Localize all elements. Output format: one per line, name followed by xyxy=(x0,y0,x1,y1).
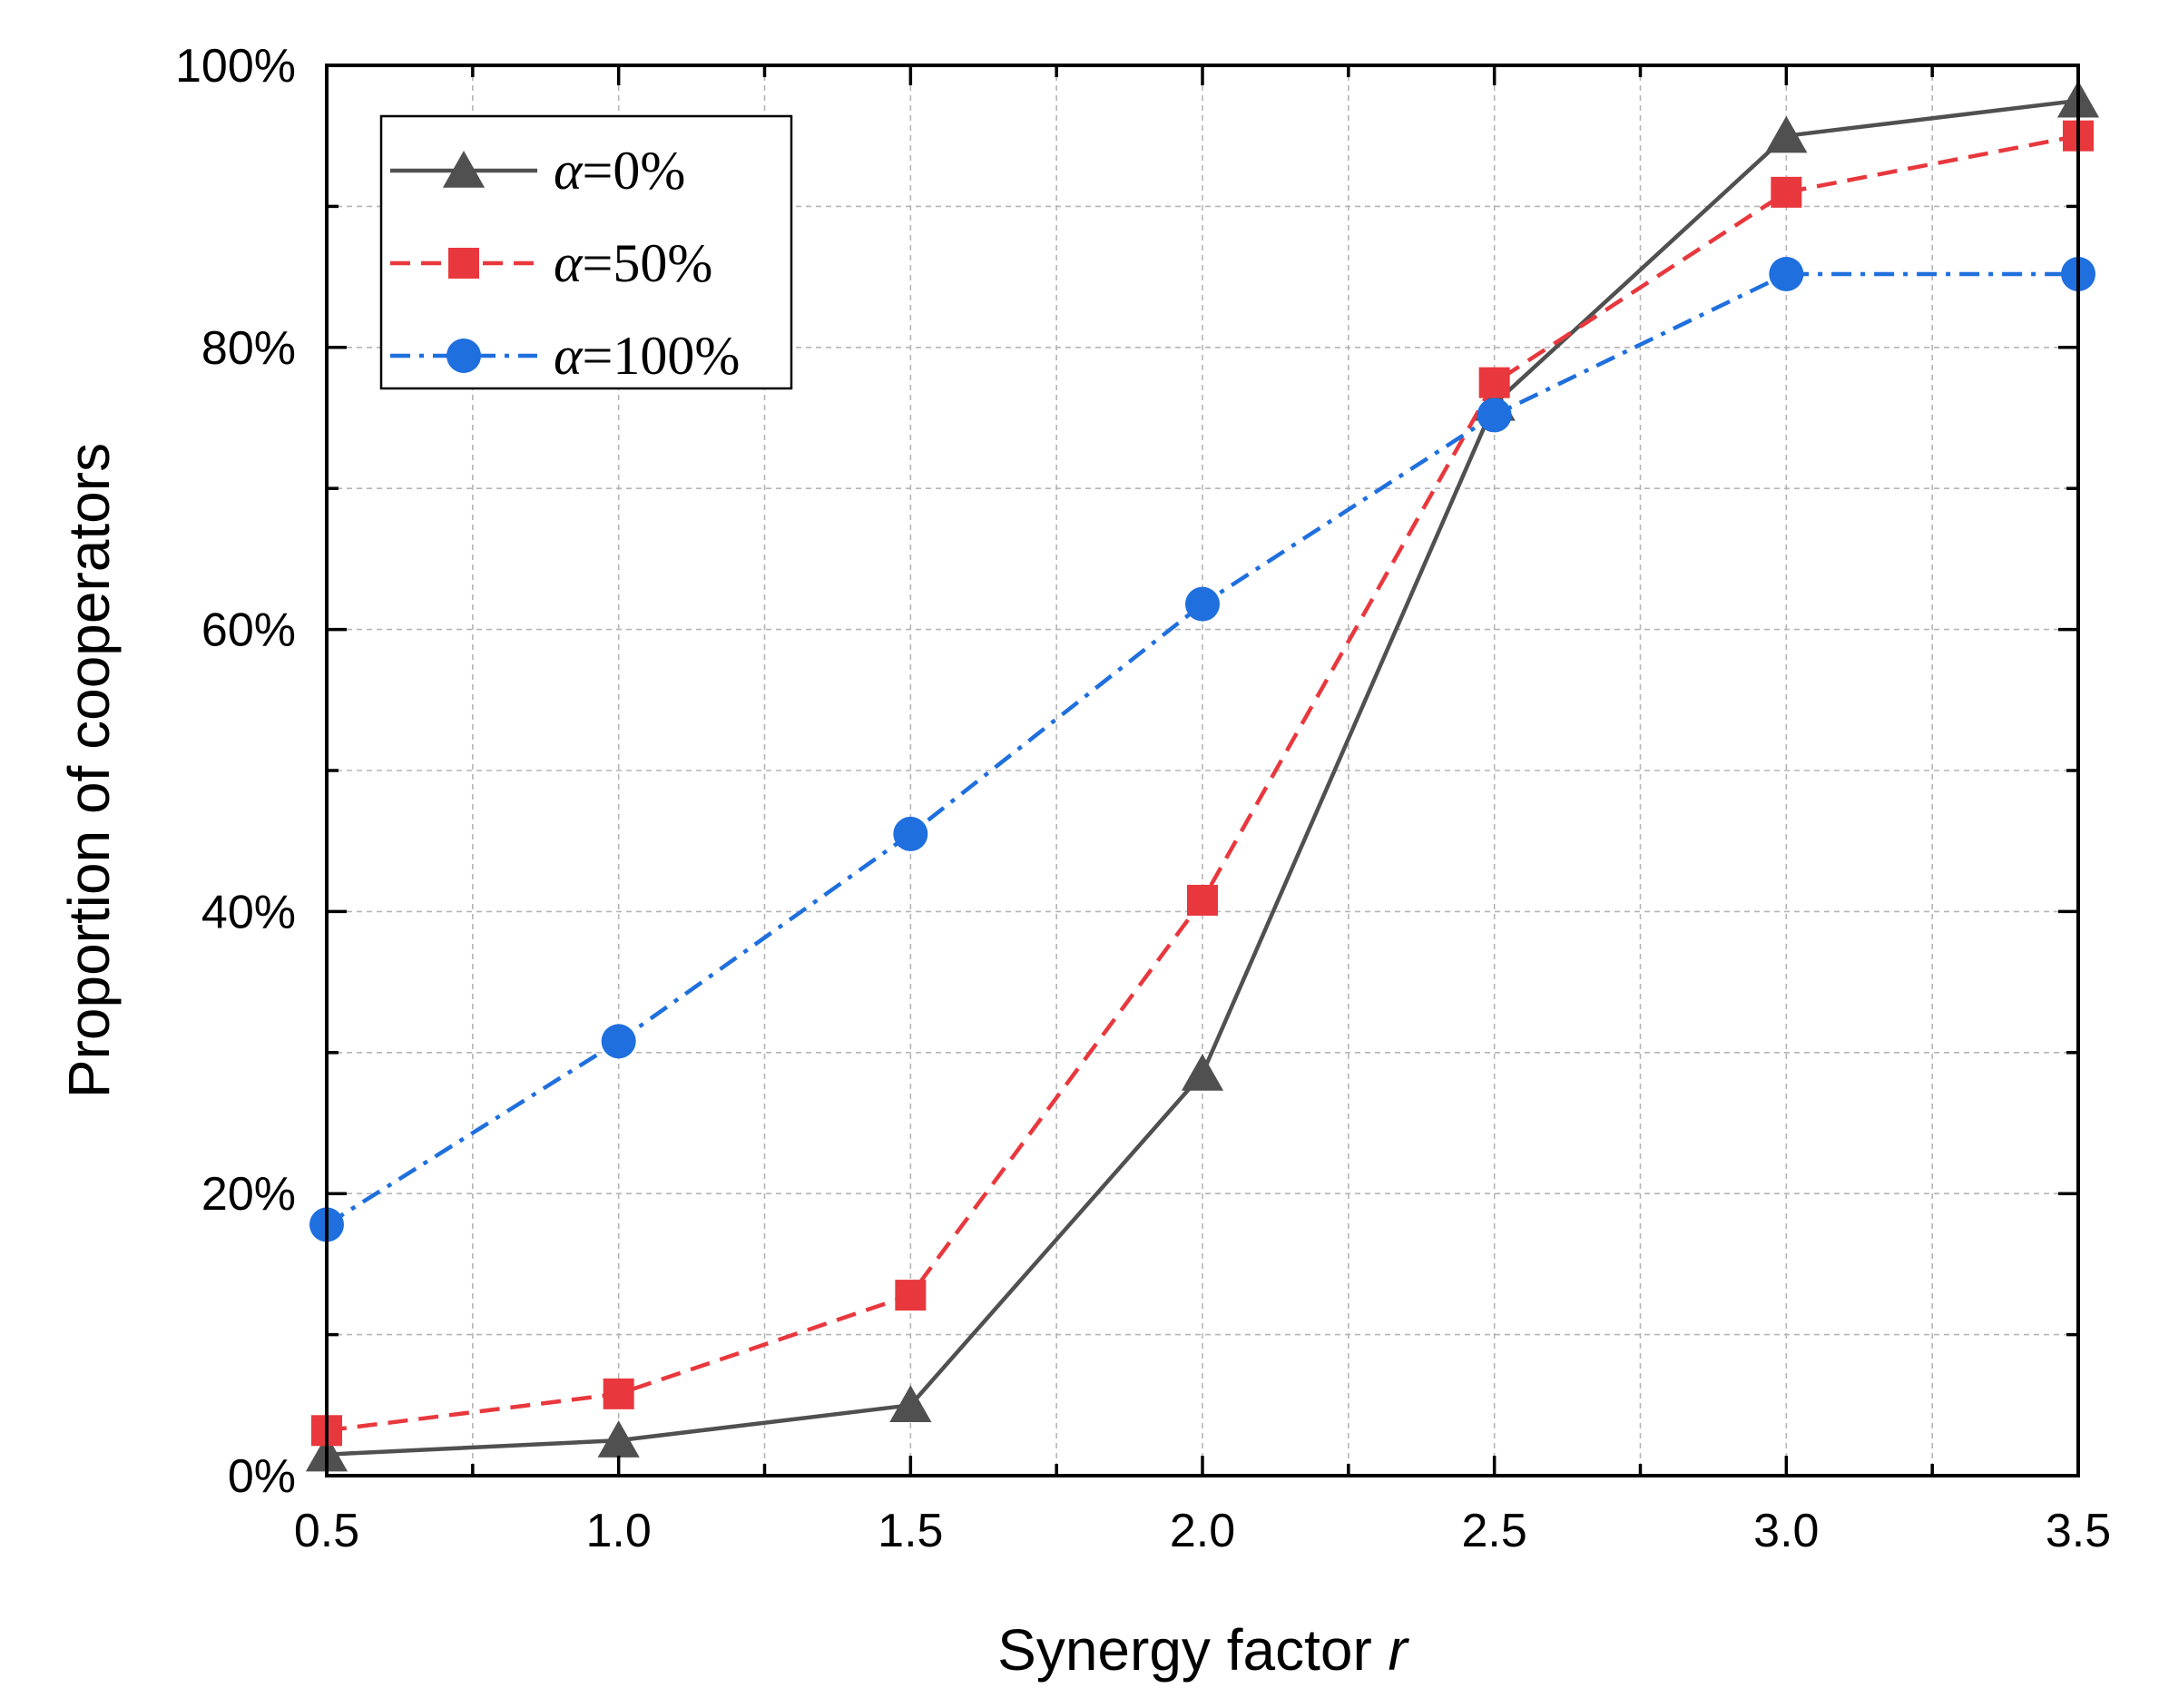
data-point xyxy=(1771,176,1802,208)
legend-label: α=100% xyxy=(554,326,740,386)
series-1 xyxy=(305,80,2100,1472)
data-point xyxy=(889,1385,932,1422)
data-point xyxy=(1181,1054,1224,1091)
data-point xyxy=(1478,367,1510,398)
data-point xyxy=(1477,398,1512,433)
x-tick-label: 3.0 xyxy=(1753,1505,1819,1557)
legend-label: α=0% xyxy=(554,141,685,201)
legend-item: α=0% xyxy=(390,141,685,201)
series-3 xyxy=(309,256,2095,1242)
y-tick-label: 100% xyxy=(175,40,296,93)
data-point xyxy=(1185,586,1220,622)
x-tick-label: 1.0 xyxy=(586,1505,652,1557)
y-tick-label: 40% xyxy=(201,886,296,938)
data-point xyxy=(597,1420,640,1458)
tick-labels: 0.5 1.0 1.5 2.0 2.5 3.0 3.5 0% 20% 40% 60% 80% 100% xyxy=(175,40,2111,1557)
x-axis-title: Synergy factor r xyxy=(997,1617,1409,1683)
y-tick-label: 80% xyxy=(201,322,296,375)
legend-label: α=50% xyxy=(554,233,712,293)
legend-item: α=50% xyxy=(390,233,712,293)
x-tick-label: 0.5 xyxy=(294,1505,359,1557)
legend: α=0% α=50% α=100% xyxy=(379,114,793,390)
data-point xyxy=(1769,256,1804,291)
legend-marker xyxy=(448,248,479,279)
y-tick-label: 0% xyxy=(228,1450,296,1503)
data-point xyxy=(1765,115,1808,153)
x-axis-title-variable: r xyxy=(1389,1617,1410,1683)
y-tick-label: 60% xyxy=(201,604,296,657)
data-point xyxy=(895,1280,927,1311)
y-tick-label: 20% xyxy=(201,1168,296,1221)
y-axis-title: Proportion of cooperators xyxy=(56,443,122,1098)
data-point xyxy=(893,816,928,851)
x-axis-title-text: Synergy factor xyxy=(997,1617,1372,1683)
data-point xyxy=(1187,884,1218,916)
x-tick-label: 3.5 xyxy=(2046,1505,2111,1557)
data-point xyxy=(603,1378,634,1409)
data-point xyxy=(601,1024,636,1059)
x-tick-label: 2.5 xyxy=(1462,1505,1527,1557)
legend-marker xyxy=(442,151,486,188)
legend-marker xyxy=(447,339,481,373)
x-tick-label: 1.5 xyxy=(878,1505,943,1557)
series-layer xyxy=(305,80,2100,1472)
legend-item: α=100% xyxy=(390,326,740,386)
x-tick-label: 2.0 xyxy=(1170,1505,1235,1557)
axis-ticks xyxy=(325,64,2080,1477)
